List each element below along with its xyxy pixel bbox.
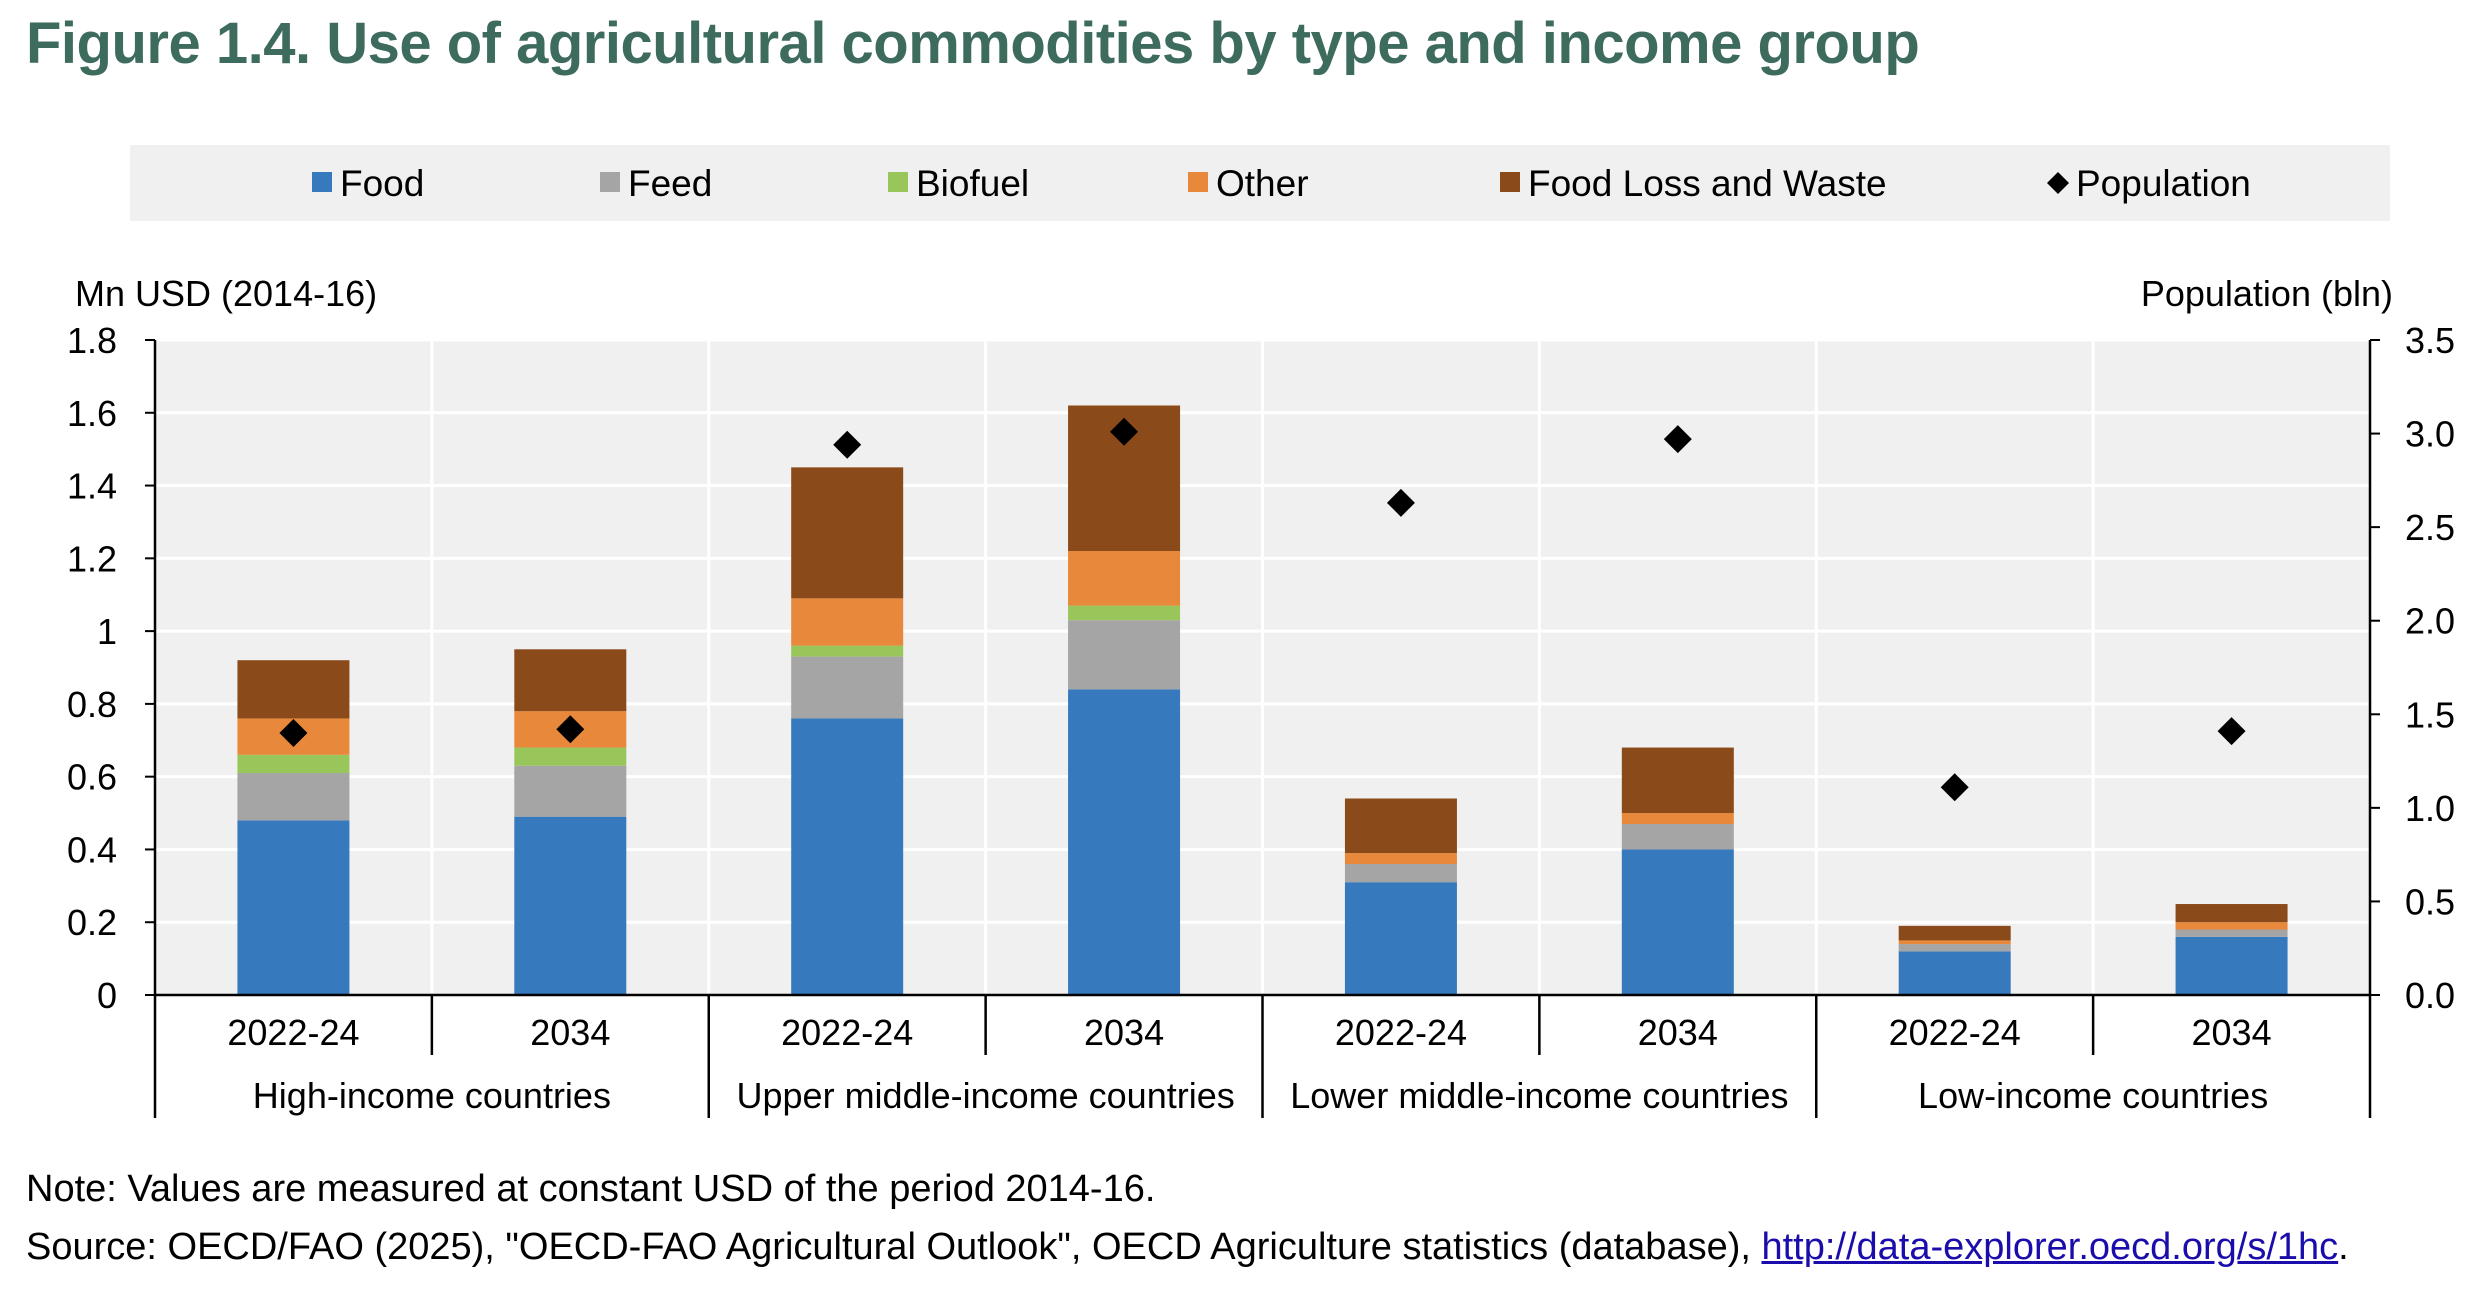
- legend-swatch: [1188, 172, 1208, 192]
- y-right-tick-label: 3.5: [2405, 320, 2455, 361]
- bar-segment-food-loss-and-waste: [791, 467, 904, 599]
- bar-segment-food: [237, 820, 350, 995]
- y-right-tick-label: 2.0: [2405, 601, 2455, 642]
- source-prefix: Source: OECD/FAO (2025), "OECD-FAO Agric…: [26, 1226, 1762, 1268]
- y-left-tick-label: 1.6: [67, 393, 117, 434]
- population-marker: [279, 719, 308, 747]
- y-right-tick-label: 1.5: [2405, 694, 2455, 735]
- legend-label: Biofuel: [916, 163, 1029, 204]
- x-tick-label: 2034: [530, 1012, 610, 1053]
- legend-swatch: [888, 172, 908, 192]
- x-group-label: Low-income countries: [1918, 1075, 2268, 1116]
- bar-segment-feed: [2175, 929, 2288, 937]
- source-link[interactable]: http://data-explorer.oecd.org/s/1hc: [1761, 1226, 2339, 1268]
- bar-segment-food: [1621, 849, 1734, 995]
- bar-segment-biofuel: [1068, 605, 1181, 621]
- legend-label: Other: [1216, 163, 1309, 204]
- legend-background: [130, 145, 2390, 221]
- source-suffix: .: [2338, 1226, 2349, 1268]
- y-left-tick-label: 0.8: [67, 684, 117, 725]
- population-marker: [833, 430, 862, 459]
- y-left-tick-label: 1.2: [67, 538, 117, 579]
- bar-segment-other: [791, 598, 904, 646]
- x-tick-label: 2022-24: [227, 1012, 359, 1053]
- x-tick-label: 2034: [1084, 1012, 1164, 1053]
- note-text: Note: Values are measured at constant US…: [26, 1168, 1156, 1210]
- bar-segment-feed: [1068, 620, 1181, 690]
- chart-title: Figure 1.4. Use of agricultural commodit…: [26, 11, 1920, 76]
- x-group-label: Lower middle-income countries: [1290, 1075, 1788, 1116]
- bar-segment-food: [514, 816, 627, 995]
- legend-label: Feed: [628, 163, 712, 204]
- axes: 0 0.2 0.4 0.6 0.8 1 1.2 1.4 1.6 1.8 0.0 0.5 1.0 1.5 2.…: [67, 320, 2455, 1118]
- y-left-tick-label: 0: [97, 975, 117, 1016]
- gridlines: [155, 338, 2370, 995]
- bar-segment-food: [1898, 951, 2011, 995]
- bar-segment-food-loss-and-waste: [514, 649, 627, 712]
- population-marker: [1663, 425, 1692, 454]
- y-left-tick-label: 0.6: [67, 757, 117, 798]
- bar-segment-food-loss-and-waste: [2175, 904, 2288, 923]
- bar-segment-food-loss-and-waste: [1898, 925, 2011, 941]
- x-group-label: High-income countries: [253, 1075, 611, 1116]
- bar-segment-other: [2175, 922, 2288, 930]
- population-marker: [1386, 488, 1415, 517]
- legend-label: Food Loss and Waste: [1528, 163, 1887, 204]
- bar-segment-feed: [1621, 823, 1734, 850]
- bar-segment-food-loss-and-waste: [237, 660, 350, 719]
- population-marker: [1110, 417, 1139, 446]
- y-axis-right-label: Population (bln): [2141, 273, 2393, 314]
- y-left-tick-label: 0.2: [67, 902, 117, 943]
- y-right-tick-label: 1.0: [2405, 788, 2455, 829]
- bar-segment-feed: [1344, 864, 1457, 883]
- y-left-tick-label: 0.4: [67, 829, 117, 870]
- bar-segment-biofuel: [791, 645, 904, 657]
- x-tick-label: 2034: [2192, 1012, 2272, 1053]
- population-marker: [2217, 717, 2246, 746]
- legend-label: Food: [340, 163, 424, 204]
- x-tick-label: 2022-24: [1889, 1012, 2021, 1053]
- bar-segment-other: [1621, 813, 1734, 824]
- bar-segment-food: [791, 718, 904, 995]
- y-right-tick-label: 2.5: [2405, 507, 2455, 548]
- bar-segment-food: [1344, 882, 1457, 995]
- bar-segment-feed: [791, 656, 904, 719]
- bars: [237, 405, 2288, 995]
- bar-segment-feed: [514, 765, 627, 817]
- bar-segment-other: [1898, 940, 2011, 945]
- y-right-tick-label: 0.0: [2405, 975, 2455, 1016]
- y-right-tick-label: 0.5: [2405, 881, 2455, 922]
- x-tick-label: 2034: [1638, 1012, 1718, 1053]
- bar-segment-other: [1068, 551, 1181, 606]
- x-tick-label: 2022-24: [1335, 1012, 1467, 1053]
- x-group-label: Upper middle-income countries: [737, 1075, 1235, 1116]
- bar-segment-food-loss-and-waste: [1344, 798, 1457, 854]
- population-markers: [279, 417, 2246, 802]
- legend-label: Population: [2076, 163, 2251, 204]
- legend-swatch: [1500, 172, 1520, 192]
- y-left-tick-label: 1.8: [67, 320, 117, 361]
- bar-segment-other: [1344, 853, 1457, 864]
- y-left-tick-label: 1: [97, 611, 117, 652]
- y-axis-left-label: Mn USD (2014-16): [75, 273, 377, 314]
- legend-swatch: [2047, 172, 2069, 194]
- bar-segment-feed: [1898, 944, 2011, 952]
- y-right-tick-label: 3.0: [2405, 414, 2455, 455]
- population-marker: [556, 715, 585, 744]
- bar-segment-biofuel: [237, 754, 350, 774]
- bar-segment-food-loss-and-waste: [1621, 747, 1734, 814]
- bar-segment-biofuel: [514, 747, 627, 766]
- population-marker: [1940, 773, 1969, 802]
- source-text: Source: OECD/FAO (2025), "OECD-FAO Agric…: [26, 1226, 2349, 1269]
- y-left-tick-label: 1.4: [67, 466, 117, 507]
- legend-swatch: [600, 172, 620, 192]
- bar-segment-feed: [237, 773, 350, 821]
- legend-swatch: [312, 172, 332, 192]
- legend: Food Feed Biofuel Other Food Loss and Waste P…: [312, 163, 2251, 204]
- x-tick-label: 2022-24: [781, 1012, 913, 1053]
- bar-segment-food: [1068, 689, 1181, 995]
- bar-segment-food: [2175, 936, 2288, 995]
